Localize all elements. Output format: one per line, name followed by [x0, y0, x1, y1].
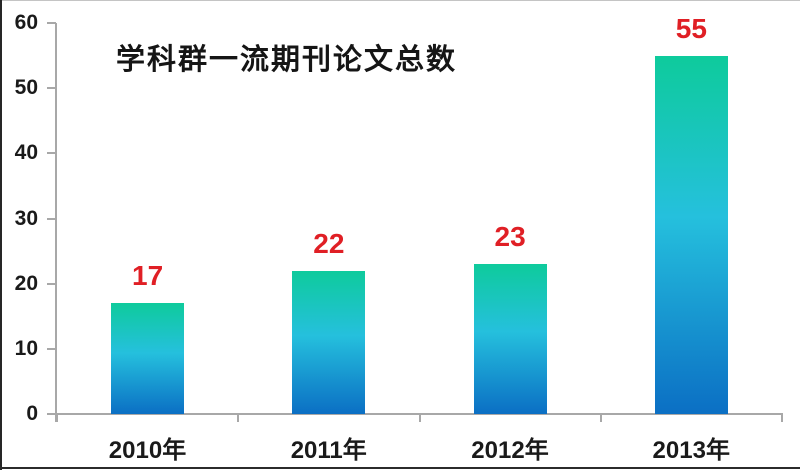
y-tick-label-60: 60 — [14, 11, 38, 34]
y-tick-mark-30 — [47, 217, 56, 220]
y-tick-mark-10 — [47, 347, 56, 350]
bottom-border-line — [0, 467, 800, 469]
x-tick-mark-4 — [781, 414, 783, 422]
left-border-line — [0, 0, 2, 470]
y-tick-mark-40 — [47, 152, 56, 155]
y-axis — [55, 23, 57, 422]
bar-2011年 — [292, 271, 366, 414]
value-label-2012年: 23 — [494, 221, 526, 252]
y-tick-mark-20 — [47, 282, 56, 285]
y-tick-mark-50 — [47, 87, 56, 90]
bar-2012年 — [473, 264, 547, 414]
bar-2013年 — [654, 56, 728, 414]
y-tick-mark-60 — [47, 22, 56, 24]
y-tick-mark-0 — [47, 413, 56, 415]
bar-2010年 — [111, 303, 185, 414]
x-axis-label-2013年: 2013年 — [652, 437, 730, 464]
y-tick-label-40: 40 — [14, 141, 38, 165]
x-tick-mark-0 — [56, 414, 58, 422]
x-tick-mark-2 — [418, 414, 421, 422]
x-tick-mark-3 — [599, 414, 602, 422]
x-axis — [47, 413, 783, 415]
chart-title: 学科群一流期刊论文总数 — [116, 44, 458, 76]
x-axis-label-2012年: 2012年 — [471, 437, 549, 464]
y-tick-label-50: 50 — [14, 76, 38, 100]
value-label-2013年: 55 — [675, 13, 707, 44]
value-label-2010年: 17 — [132, 260, 164, 291]
y-tick-label-20: 20 — [14, 271, 38, 295]
x-axis-label-2011年: 2011年 — [290, 437, 367, 464]
x-tick-mark-1 — [237, 414, 240, 422]
top-border-line — [0, 0, 800, 1]
x-axis-label-2010年: 2010年 — [108, 437, 187, 464]
y-tick-label-0: 0 — [26, 402, 38, 425]
value-label-2011年: 22 — [313, 228, 345, 259]
y-tick-label-30: 30 — [14, 206, 38, 230]
y-tick-label-10: 10 — [14, 336, 38, 360]
